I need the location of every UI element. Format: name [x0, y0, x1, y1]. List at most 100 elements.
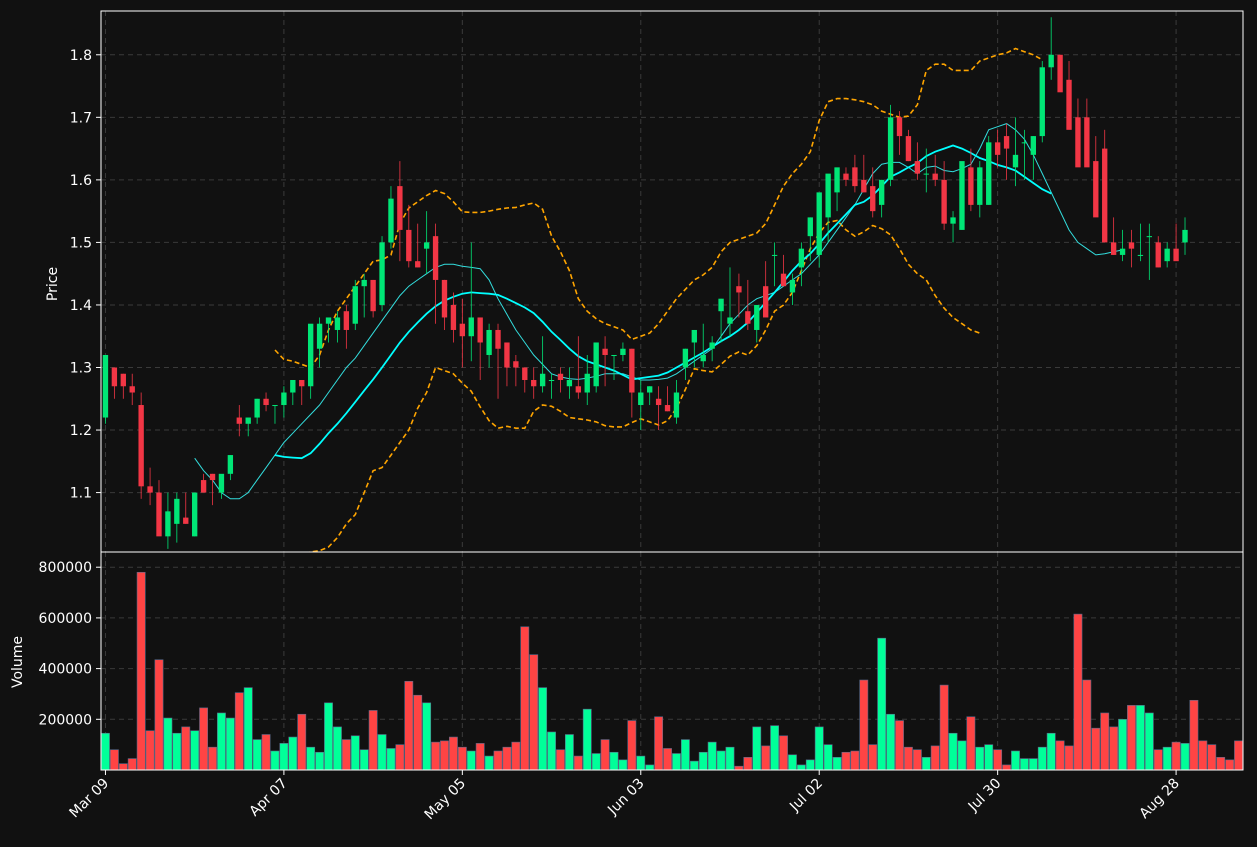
volume-bar [199, 707, 209, 771]
volume-bar [127, 758, 137, 771]
candle-body [406, 229, 412, 262]
candle-body [432, 236, 439, 280]
candle-body [325, 317, 332, 324]
volume-bar [627, 720, 637, 771]
volume-bar [752, 726, 762, 771]
candle-body [379, 242, 385, 305]
candle-body [102, 354, 109, 418]
volume-bar [395, 744, 405, 771]
volume-bar [591, 753, 601, 771]
volume-bar [243, 687, 253, 771]
candle-body [477, 317, 483, 343]
candle-body [254, 398, 260, 418]
volume-bar [1162, 746, 1172, 771]
candle-body [923, 173, 929, 175]
volume-bar [1109, 726, 1119, 771]
candle-body [531, 380, 537, 387]
volume-bar [190, 730, 200, 771]
volume-bar [440, 740, 449, 771]
candle-body [798, 248, 805, 268]
volume-bar [538, 687, 548, 771]
candle-body [878, 179, 885, 205]
price-ytick-label: 1.8 [70, 48, 92, 64]
volume-bar [1073, 613, 1083, 771]
price-ytick-label: 1.2 [70, 423, 92, 439]
candle-body [986, 142, 992, 205]
volume-bar [645, 764, 655, 771]
volume-bar [1055, 740, 1065, 771]
volume-bar [457, 746, 467, 771]
candle-body [620, 348, 626, 355]
candle-body [307, 323, 314, 387]
volume-bar [725, 746, 735, 771]
volume-bar [1091, 727, 1101, 771]
candle-body [664, 405, 671, 412]
volume-bar [707, 741, 717, 771]
x-tick-label: Apr 07 [247, 776, 291, 820]
volume-bar [680, 739, 690, 771]
volume-bar [1118, 719, 1127, 771]
volume-bar [573, 755, 583, 771]
x-tick-label: Jul 02 [786, 776, 826, 816]
candle-body [977, 167, 983, 205]
candle-body [388, 198, 394, 243]
candle-body [334, 317, 341, 330]
volume-bar [805, 759, 815, 771]
candle-body [290, 380, 296, 393]
volume-bar [779, 735, 788, 771]
candle-body [629, 348, 635, 393]
price-ytick-label: 1.4 [70, 298, 92, 314]
candle-body [780, 273, 787, 287]
volume-bar [939, 684, 949, 771]
candle-body [245, 417, 251, 424]
candle-body [1182, 229, 1188, 243]
candle-body [941, 179, 947, 224]
volume-bar [377, 734, 387, 771]
candle-body [994, 142, 1001, 155]
candle-body [1146, 236, 1152, 238]
volume-bar [761, 745, 771, 771]
volume-bar [449, 736, 458, 771]
volume-bar [101, 732, 110, 771]
volume-bar [1064, 745, 1074, 771]
candle-body [352, 286, 358, 324]
volume-bar [1100, 712, 1110, 771]
candle-body [1021, 142, 1028, 144]
volume-bar [145, 730, 155, 771]
volume-bar [636, 755, 646, 771]
candle-body [896, 117, 903, 137]
candle-body [459, 323, 466, 337]
candle-body [415, 261, 421, 268]
candle-body [370, 279, 376, 312]
volume-bar [413, 694, 423, 771]
volume-bar [306, 746, 316, 771]
candle-body [1173, 248, 1179, 262]
volume-bar [172, 732, 182, 771]
volume-bar [832, 757, 842, 771]
volume-bar [431, 741, 440, 771]
volume-bar [350, 735, 360, 771]
x-tick-label: Mar 09 [67, 776, 113, 822]
volume-bar [1234, 740, 1243, 771]
volume-bar [993, 749, 1003, 771]
moving-averages [194, 123, 1123, 500]
volume-bar [466, 750, 476, 771]
volume-bar [511, 741, 521, 771]
candle-body [843, 173, 849, 180]
candle-body [816, 192, 822, 255]
candle-body [763, 286, 769, 318]
volume-bar [520, 626, 530, 771]
volume-bar [564, 734, 574, 771]
bollinger-lower-line [305, 219, 981, 552]
volume-bar [368, 710, 378, 771]
volume-bars [101, 571, 1243, 771]
volume-bar [341, 739, 351, 771]
volume-bar [315, 751, 324, 771]
volume-bar [1189, 699, 1199, 771]
volume-bar [422, 702, 432, 771]
volume-bar [618, 759, 628, 771]
candle-body [1102, 148, 1108, 243]
candle-body [673, 392, 680, 418]
volume-bar [333, 726, 342, 771]
volume-bar [582, 708, 592, 771]
